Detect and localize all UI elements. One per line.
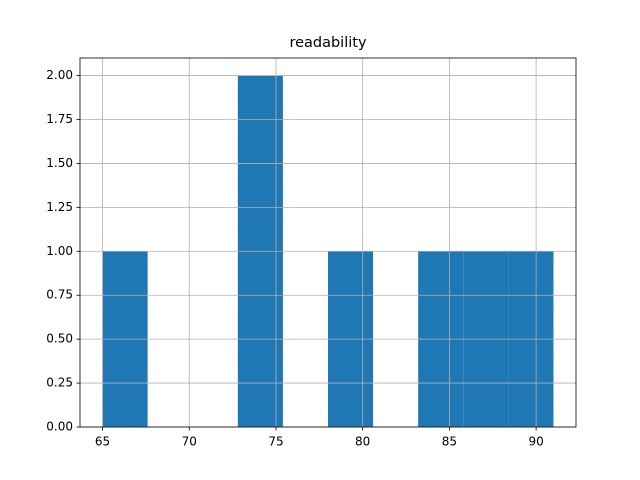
x-tick-label: 80	[355, 435, 370, 449]
y-tick-label: 0.75	[46, 288, 73, 302]
y-tick-label: 0.00	[46, 420, 73, 434]
y-tick-label: 0.25	[46, 376, 73, 390]
x-tick-label: 85	[442, 435, 457, 449]
y-tick-label: 1.75	[46, 112, 73, 126]
chart-title: readability	[289, 35, 367, 51]
y-tick-label: 2.00	[46, 68, 73, 82]
y-tick-label: 1.25	[46, 200, 73, 214]
y-tick-label: 1.00	[46, 244, 73, 258]
x-tick-label: 75	[268, 435, 283, 449]
plot-frame	[79, 57, 577, 428]
y-tick-label: 1.50	[46, 156, 73, 170]
y-tick-label: 0.50	[46, 332, 73, 346]
x-tick-label: 90	[528, 435, 543, 449]
x-tick-label: 65	[95, 435, 110, 449]
x-tick-label: 70	[182, 435, 197, 449]
